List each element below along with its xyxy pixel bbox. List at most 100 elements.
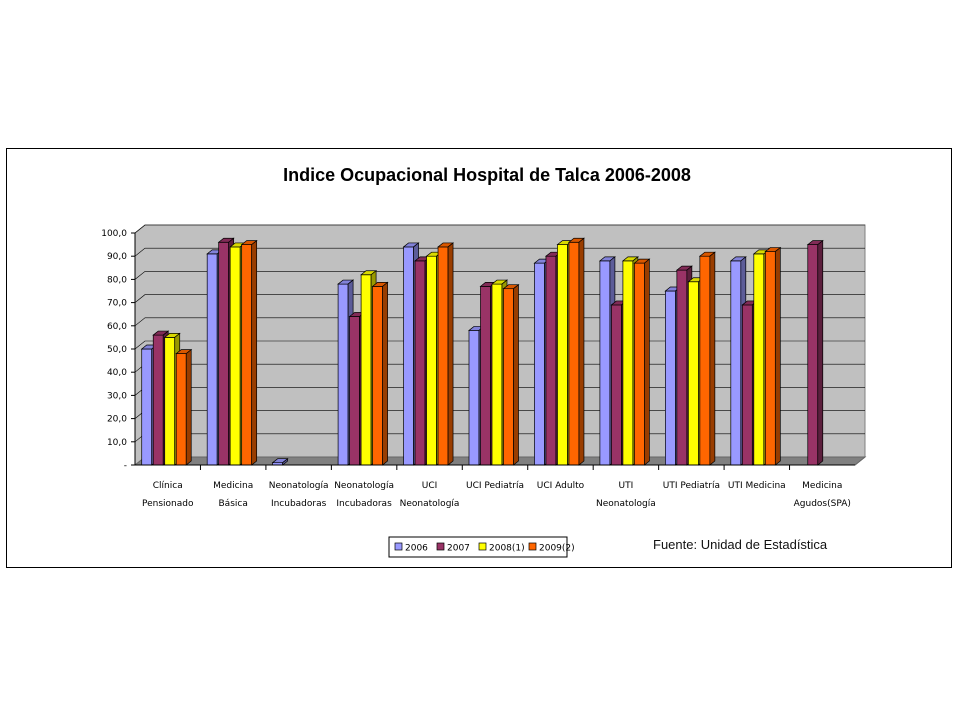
y-tick-label: 100,0 xyxy=(101,229,127,239)
category-label: UTI Medicina xyxy=(728,481,786,491)
bar xyxy=(271,457,289,466)
category-label: UTI Pediatría xyxy=(663,481,720,491)
legend-swatch xyxy=(436,542,445,551)
y-tick-label: 50,0 xyxy=(107,345,127,355)
legend-swatch xyxy=(528,542,537,551)
category-label: Básica xyxy=(219,499,248,509)
bar-side xyxy=(817,239,824,466)
bar-side xyxy=(513,283,519,466)
bar xyxy=(502,283,520,466)
category-label: Agudos(SPA) xyxy=(794,499,851,509)
legend-label: 2009(2) xyxy=(539,544,575,554)
bar xyxy=(567,237,585,466)
bar-side xyxy=(382,281,388,466)
category-label: Neonatología xyxy=(334,481,394,491)
bars xyxy=(140,237,824,466)
y-tick-label: 80,0 xyxy=(107,275,127,285)
bar-front xyxy=(634,262,645,466)
bar-side xyxy=(709,251,716,466)
bar-front xyxy=(426,255,437,466)
bar xyxy=(371,281,389,466)
y-tick-label: 60,0 xyxy=(107,322,127,332)
category-label: UCI Pediatría xyxy=(466,481,524,491)
bar-front xyxy=(534,262,545,466)
bar-front xyxy=(611,304,622,466)
category-label: Incubadoras xyxy=(336,499,392,509)
bar-front xyxy=(229,246,241,466)
bar-front xyxy=(480,286,491,466)
y-tick-label: 40,0 xyxy=(107,368,127,378)
category-label: Medicina xyxy=(802,481,842,491)
bar-front xyxy=(241,244,253,466)
legend-swatch xyxy=(478,542,487,551)
axes: - 10,0 20,0 30,0 40,0 50,0 60,0 70,0 80,0 90,0 100… xyxy=(101,229,855,509)
bar-side xyxy=(774,246,781,466)
y-tick-label: 30,0 xyxy=(107,391,127,401)
bar-front xyxy=(218,241,230,466)
legend-box xyxy=(388,536,568,558)
bar xyxy=(764,246,782,466)
bar-front xyxy=(699,255,711,466)
category-label: UCI Adulto xyxy=(537,481,585,491)
bar xyxy=(633,258,651,466)
category-label: Clínica xyxy=(153,481,183,491)
category-label: Neonatología xyxy=(269,481,329,491)
bar xyxy=(437,242,455,466)
y-tick-label: 90,0 xyxy=(107,252,127,262)
y-tick-label: 70,0 xyxy=(107,299,127,309)
gridline xyxy=(134,224,865,234)
chart-frame: - 10,0 20,0 30,0 40,0 50,0 60,0 70,0 80,0 90,0 100… xyxy=(6,148,952,568)
source-note: Fuente: Unidad de Estadística xyxy=(653,537,828,552)
bar-side xyxy=(185,348,192,466)
bar-front xyxy=(414,260,426,466)
category-label: Neonatología xyxy=(596,499,656,509)
bar-front xyxy=(360,274,372,466)
bar-front xyxy=(730,260,742,466)
chart-title: Indice Ocupacional Hospital de Talca 200… xyxy=(283,165,691,185)
bar-front xyxy=(403,246,414,466)
bar-front xyxy=(753,253,765,466)
bar-front xyxy=(152,334,164,466)
bar-front xyxy=(437,246,449,466)
legend-label: 2006 xyxy=(405,544,428,554)
bar-front xyxy=(468,330,480,466)
bar-side xyxy=(578,237,585,466)
bar-front xyxy=(164,337,176,466)
y-tick-label: 20,0 xyxy=(107,415,127,425)
bar xyxy=(175,348,193,466)
y-tick-label: - xyxy=(124,461,127,471)
bar-front xyxy=(764,251,776,466)
bar-front xyxy=(206,253,218,466)
bar-front xyxy=(175,353,187,466)
legend-swatch xyxy=(394,542,403,551)
bar-front xyxy=(545,255,557,466)
bar-front xyxy=(741,304,753,466)
bar-side xyxy=(282,457,288,466)
category-label: UCI xyxy=(422,481,438,491)
legend-label: 2008(1) xyxy=(489,544,525,554)
bar-side xyxy=(251,239,258,466)
bar-front xyxy=(337,283,349,466)
bar-front xyxy=(665,290,676,466)
bar-side xyxy=(447,242,454,466)
bar-front xyxy=(688,281,699,466)
category-label: Incubadoras xyxy=(271,499,327,509)
legend: 2006 2007 2008(1) 2009(2) xyxy=(388,536,575,558)
bar-front xyxy=(622,260,634,466)
category-label: Medicina xyxy=(213,481,253,491)
category-label: Neonatología xyxy=(400,499,460,509)
bar-front xyxy=(557,244,568,466)
legend-label: 2007 xyxy=(447,544,470,554)
bar xyxy=(240,239,258,466)
gridline xyxy=(134,247,865,257)
y-tick-label: 10,0 xyxy=(107,438,127,448)
bar-front xyxy=(349,316,360,466)
bar-front xyxy=(141,348,153,466)
bar xyxy=(698,251,716,466)
bar-front xyxy=(568,241,580,466)
bar-front xyxy=(372,286,383,466)
bar-front xyxy=(676,269,688,466)
bar-front xyxy=(491,283,503,466)
bar-side xyxy=(644,258,650,466)
bar xyxy=(806,239,824,466)
